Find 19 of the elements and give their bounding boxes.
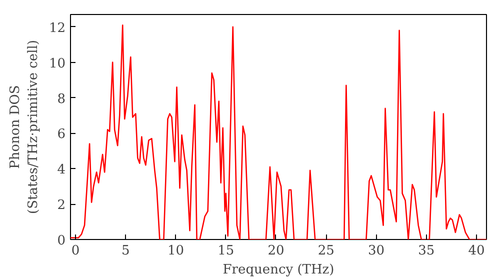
x-tick-label: 10 (167, 244, 184, 258)
y-tick-label: 10 (48, 56, 66, 72)
x-tick-label: 25 (318, 244, 334, 258)
y-tick-label: 8 (57, 92, 66, 107)
x-tick-label: 40 (468, 244, 485, 258)
x-axis-title: Frequency (THz) (222, 262, 334, 278)
y-tick-label: 0 (57, 234, 66, 248)
line-series (70, 24, 486, 240)
x-tick-label: 35 (418, 244, 435, 258)
y-tick-label: 12 (48, 20, 66, 36)
x-tick-label: 30 (368, 244, 385, 258)
x-tick-label: 0 (71, 244, 80, 258)
y-tick-label: 4 (57, 162, 66, 178)
x-tick-label: 5 (121, 244, 130, 258)
x-tick-label: 15 (218, 244, 234, 258)
y-axis-title: Phonon DOS (States/THz·primitive cell) (8, 40, 41, 214)
x-tick-label: 20 (268, 244, 284, 258)
y-tick-label: 2 (57, 198, 66, 214)
y-tick-label: 6 (57, 127, 66, 142)
